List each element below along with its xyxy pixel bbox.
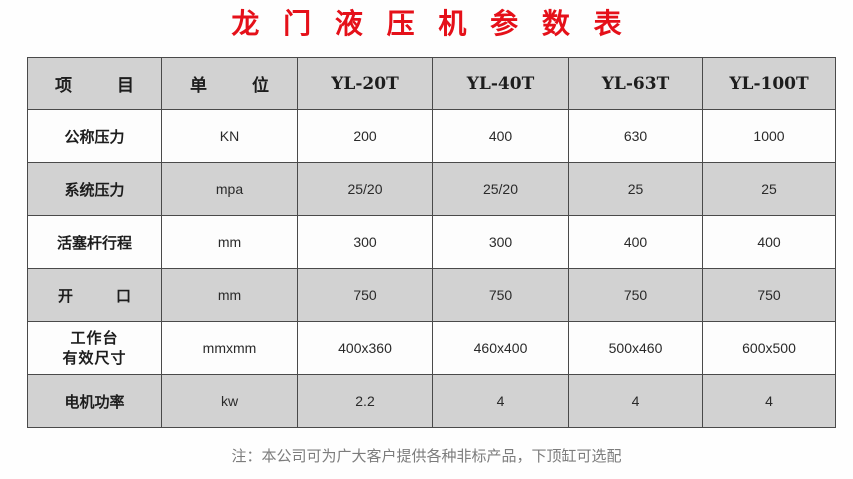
row-label: 开 口 bbox=[27, 268, 162, 322]
row-label: 公称压力 bbox=[27, 109, 162, 163]
cell-yl40t: 25/20 bbox=[432, 162, 569, 216]
footer-note: 注：本公司可为广大客户提供各种非标产品，下顶缸可选配 bbox=[231, 447, 622, 465]
column-header-item: 项 目 bbox=[27, 57, 162, 110]
cell-yl20t: 400x360 bbox=[297, 321, 433, 375]
table-row: 活塞杆行程 mm 300 300 400 400 bbox=[27, 215, 836, 269]
spec-table: 项 目 单 位 YL-20T YL-40T YL-63T YL-100T 公称压… bbox=[27, 57, 836, 428]
table-row: 电机功率 kw 2.2 4 4 4 bbox=[27, 374, 836, 428]
cell-yl100t: 400 bbox=[702, 215, 836, 269]
row-unit: KN bbox=[161, 109, 298, 163]
table-row: 系统压力 mpa 25/20 25/20 25 25 bbox=[27, 162, 836, 216]
cell-yl20t: 25/20 bbox=[297, 162, 433, 216]
column-header-yl40t: YL-40T bbox=[432, 57, 569, 110]
row-label: 系统压力 bbox=[27, 162, 162, 216]
cell-yl63t: 750 bbox=[568, 268, 703, 322]
page-title: 龙 门 液 压 机 参 数 表 bbox=[231, 7, 629, 40]
spec-table-container: 项 目 单 位 YL-20T YL-40T YL-63T YL-100T 公称压… bbox=[27, 57, 836, 428]
cell-yl40t: 4 bbox=[432, 374, 569, 428]
row-unit: mm bbox=[161, 268, 298, 322]
cell-yl63t: 630 bbox=[568, 109, 703, 163]
column-header-yl63t: YL-63T bbox=[568, 57, 703, 110]
cell-yl20t: 200 bbox=[297, 109, 433, 163]
cell-yl40t: 300 bbox=[432, 215, 569, 269]
cell-yl20t: 300 bbox=[297, 215, 433, 269]
cell-yl63t: 500x460 bbox=[568, 321, 703, 375]
row-unit: mm bbox=[161, 215, 298, 269]
table-row: 公称压力 KN 200 400 630 1000 bbox=[27, 109, 836, 163]
row-label: 活塞杆行程 bbox=[27, 215, 162, 269]
table-row: 工作台 有效尺寸 mmxmm 400x360 460x400 500x460 6… bbox=[27, 321, 836, 375]
cell-yl100t: 1000 bbox=[702, 109, 836, 163]
row-label: 电机功率 bbox=[27, 374, 162, 428]
cell-yl100t: 4 bbox=[702, 374, 836, 428]
column-header-yl100t: YL-100T bbox=[702, 57, 836, 110]
cell-yl100t: 750 bbox=[702, 268, 836, 322]
cell-yl63t: 4 bbox=[568, 374, 703, 428]
row-unit: mpa bbox=[161, 162, 298, 216]
cell-yl100t: 600x500 bbox=[702, 321, 836, 375]
row-label-line1: 工作台 bbox=[70, 329, 119, 347]
cell-yl20t: 2.2 bbox=[297, 374, 433, 428]
row-label: 工作台 有效尺寸 bbox=[27, 321, 162, 375]
cell-yl40t: 460x400 bbox=[432, 321, 569, 375]
cell-yl40t: 750 bbox=[432, 268, 569, 322]
cell-yl20t: 750 bbox=[297, 268, 433, 322]
cell-yl63t: 25 bbox=[568, 162, 703, 216]
row-label-line2: 有效尺寸 bbox=[62, 349, 127, 367]
cell-yl40t: 400 bbox=[432, 109, 569, 163]
cell-yl63t: 400 bbox=[568, 215, 703, 269]
table-row: 开 口 mm 750 750 750 750 bbox=[27, 268, 836, 322]
cell-yl100t: 25 bbox=[702, 162, 836, 216]
table-header-row: 项 目 单 位 YL-20T YL-40T YL-63T YL-100T bbox=[27, 57, 836, 110]
row-unit: mmxmm bbox=[161, 321, 298, 375]
row-unit: kw bbox=[161, 374, 298, 428]
column-header-yl20t: YL-20T bbox=[297, 57, 433, 110]
column-header-unit: 单 位 bbox=[161, 57, 298, 110]
